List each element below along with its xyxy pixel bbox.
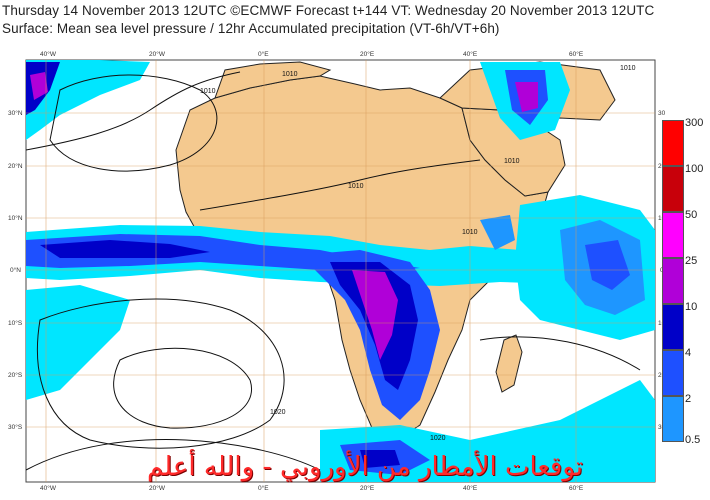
lat-label-right: 0 (660, 267, 664, 274)
isobar-south-atlantic-high (36, 298, 285, 449)
lat-label-left: 20°N (8, 163, 23, 170)
graticule (26, 60, 655, 482)
lon-label-bottom: 20°E (360, 485, 375, 492)
isobar-label: 1010 (620, 65, 636, 72)
colorbar-swatch (662, 166, 684, 212)
precipitation-layer (26, 60, 655, 482)
lat-label-right: 30 (658, 424, 665, 431)
colorbar-swatch (662, 350, 684, 396)
lon-label-top: 60°E (569, 51, 584, 58)
precip-ethiopia (480, 215, 515, 250)
lon-label-bottom: 60°E (569, 485, 584, 492)
lat-label-left: 30°S (8, 424, 23, 431)
lat-label-left: 0°N (10, 267, 21, 274)
isobar-label: 1020 (430, 435, 446, 442)
lat-label-left: 10°S (8, 320, 23, 327)
colorbar-label: 4 (685, 347, 692, 359)
isobar-label: 1020 (270, 409, 286, 416)
colorbar-label: 0.5 (685, 434, 701, 446)
colorbar-swatch (662, 396, 684, 442)
lat-label-right: 10 (658, 215, 665, 222)
lon-label-top: 20°W (149, 51, 165, 58)
isobar-south-atlantic-inner (113, 347, 252, 429)
lon-label-top: 0°E (258, 51, 269, 58)
colorbar-swatch (662, 304, 684, 350)
lat-label-left: 30°N (8, 110, 23, 117)
lat-label-right: 20 (658, 372, 665, 379)
lat-label-right: 20 (658, 163, 665, 170)
isobar-label: 1010 (504, 158, 520, 165)
precip-north-atlantic-spot (30, 72, 48, 100)
colorbar-label: 10 (685, 301, 698, 313)
europe-fragment (214, 61, 332, 99)
arabic-caption: توقعات الأمطار من الأوروبي - والله أعلم (146, 452, 584, 482)
lat-label-right: 10 (658, 320, 665, 327)
isobar-label: 1010 (282, 71, 298, 78)
lon-label-bottom: 20°W (149, 485, 165, 492)
precip-indian-ocean-core (585, 240, 630, 290)
colorbar-swatch (662, 120, 684, 166)
precip-central-africa-extreme (352, 270, 398, 360)
precip-southern-ocean-heavy (360, 450, 400, 468)
isobar-north (26, 71, 241, 151)
precip-south-atlantic (26, 285, 130, 400)
colorbar-label: 25 (685, 255, 698, 267)
lon-label-top: 40°E (463, 51, 478, 58)
isobars (26, 71, 641, 471)
isobar-label: 1010 (348, 183, 364, 190)
colorbar-label: 50 (685, 209, 698, 221)
title-line-2: Surface: Mean sea level pressure / 12hr … (2, 21, 500, 36)
isobar-label: 1010 (200, 88, 216, 95)
isobar-indian-high (479, 336, 641, 371)
lon-label-top: 20°E (360, 51, 375, 58)
isobar-southern (26, 439, 321, 471)
precip-north-atlantic (26, 60, 150, 140)
lon-label-bottom: 40°E (463, 485, 478, 492)
lon-label-bottom: 40°W (40, 485, 56, 492)
lat-label-right: 30 (658, 110, 666, 117)
colorbar-label: 100 (685, 163, 704, 175)
lat-label-left: 10°N (8, 215, 23, 222)
colorbar-label: 2 (685, 393, 692, 405)
lon-label-bottom: 0°E (258, 485, 269, 492)
isobar-sahara (199, 159, 481, 211)
isobar-label: 1010 (462, 229, 478, 236)
precip-itcz-heavy (40, 240, 210, 258)
lon-label-top: 40°W (40, 51, 56, 58)
isobar-labels: 1010 1010 1010 1010 1010 1020 1020 1010 (200, 65, 636, 442)
lat-label-left: 20°S (8, 372, 23, 379)
title-line-1: Thursday 14 November 2013 12UTC ©ECMWF F… (2, 3, 655, 18)
colorbar-swatch (662, 212, 684, 258)
precip-middle-east-heavy (515, 82, 538, 112)
colorbar-label: 300 (685, 117, 704, 129)
madagascar-island (495, 334, 523, 393)
colorbar-swatch (662, 258, 684, 304)
isobar-atlantic-high (49, 74, 218, 172)
